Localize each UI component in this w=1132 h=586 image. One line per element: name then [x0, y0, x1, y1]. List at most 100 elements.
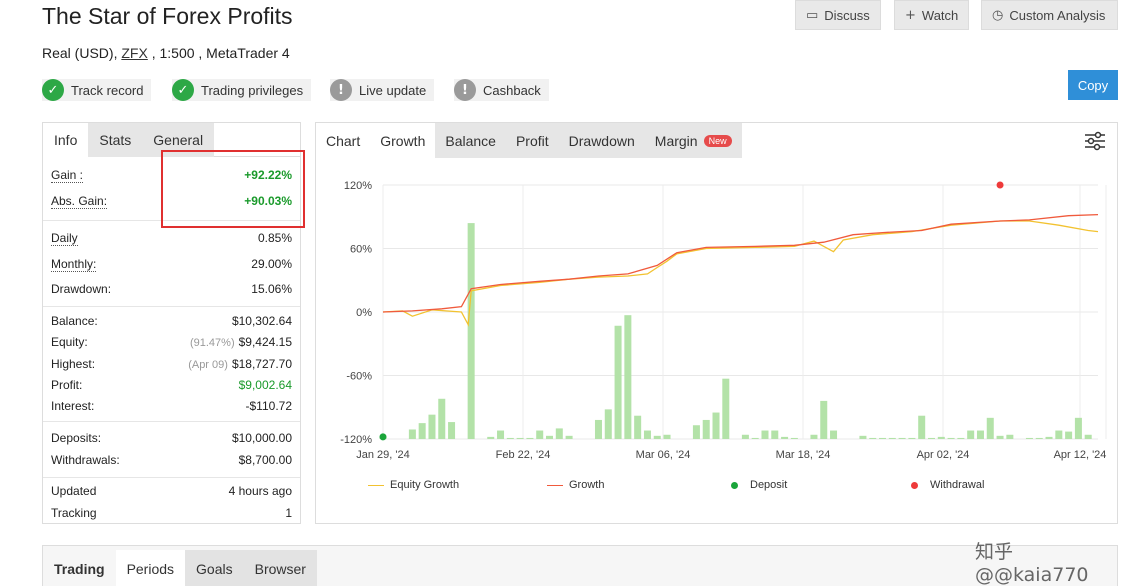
legend-label: Equity Growth — [390, 479, 460, 491]
stat-value: -$110.72 — [245, 399, 292, 413]
stat-sub: (91.47%) — [189, 337, 235, 349]
stat-drawdown: Drawdown: 15.06% — [51, 279, 292, 299]
tab-chart[interactable]: Chart — [316, 123, 371, 158]
divider — [43, 306, 300, 307]
legend-deposit[interactable]: Deposit — [731, 478, 787, 492]
custom-analysis-label: Custom Analysis — [1009, 7, 1106, 23]
legend-swatch — [911, 481, 918, 489]
copy-button[interactable]: Copy — [1068, 70, 1118, 100]
legend-swatch — [547, 484, 563, 486]
tab-goals[interactable]: Goals — [185, 550, 244, 586]
badge-label: Trading privileges — [201, 82, 304, 98]
stat-value: $10,000.00 — [231, 431, 292, 445]
stat-sub: (Apr 09) — [188, 359, 228, 371]
new-badge: New — [703, 134, 732, 147]
stat-daily: Daily 0.85% — [51, 228, 292, 248]
tab-growth[interactable]: Growth — [370, 123, 436, 158]
clock-icon: ◷ — [992, 7, 1004, 23]
watch-button[interactable]: + Watch — [894, 0, 970, 30]
legend-growth[interactable]: Growth — [547, 478, 604, 492]
discuss-label: Discuss — [824, 7, 870, 23]
watch-label: Watch — [921, 7, 959, 23]
stat-profit: Profit: $9,002.64 — [51, 375, 292, 395]
stat-label: Interest: — [51, 399, 95, 413]
tab-margin[interactable]: Margin New — [644, 123, 742, 158]
tab-balance[interactable]: Balance — [435, 123, 506, 158]
stat-interest: Interest: -$110.72 — [51, 396, 292, 416]
highlight-annotation — [161, 150, 305, 228]
stat-label: Profit: — [51, 378, 83, 392]
stat-value: 0.85% — [257, 231, 292, 245]
stat-label: Updated — [51, 484, 97, 498]
chart-tabs: Chart Growth Balance Profit Drawdown Mar… — [316, 123, 742, 158]
tab-trading[interactable]: Trading — [54, 560, 105, 577]
watermark: 知乎 @@kaia770 — [975, 541, 1089, 586]
legend-label: Deposit — [750, 479, 788, 491]
divider — [43, 477, 300, 478]
stat-monthly: Monthly: 29.00% — [51, 254, 292, 274]
stat-balance: Balance: $10,302.64 — [51, 311, 292, 331]
tab-info[interactable]: Info — [43, 123, 89, 157]
badge-live-update[interactable]: ! Live update — [330, 79, 435, 101]
tab-drawdown[interactable]: Drawdown — [558, 123, 645, 158]
stat-deposits: Deposits: $10,000.00 — [51, 428, 292, 448]
exclamation-icon: ! — [330, 79, 352, 101]
tab-browser[interactable]: Browser — [243, 550, 317, 586]
stat-value: +90.03% — [244, 194, 292, 208]
legend-swatch — [731, 481, 738, 489]
stat-value: 29.00% — [251, 257, 292, 271]
bottom-tabs: Trading Periods Goals Browser — [43, 550, 317, 586]
legend-swatch — [368, 484, 384, 486]
custom-analysis-button[interactable]: ◷ Custom Analysis — [981, 0, 1118, 30]
account-type: Real (USD), — [42, 45, 118, 61]
stat-value: 4 hours ago — [228, 484, 292, 498]
stat-value: 15.06% — [251, 282, 292, 296]
badge-label: Live update — [359, 82, 427, 98]
stat-tracking: Tracking 1 — [51, 503, 292, 523]
leverage-platform: , 1:500 , MetaTrader 4 — [151, 45, 290, 61]
stat-label: Balance: — [51, 314, 98, 328]
stat-value: $9,002.64 — [238, 378, 292, 392]
stat-value: 1 — [285, 506, 292, 520]
stat-value: $8,700.00 — [238, 453, 292, 467]
divider — [43, 220, 300, 221]
stat-highest: Highest: (Apr 09) $18,727.70 — [51, 354, 292, 374]
stats-panel: Info Stats General Gain : +92.22% Abs. G… — [42, 122, 301, 524]
bottom-panel: Trading Periods Goals Browser — [42, 545, 1118, 586]
stat-equity: Equity: (91.47%) $9,424.15 — [51, 332, 292, 352]
settings-sliders-icon[interactable] — [1084, 131, 1106, 151]
badge-cashback[interactable]: ! Cashback — [454, 79, 549, 101]
badge-trading-privileges[interactable]: ✓ Trading privileges — [172, 79, 312, 101]
legend-withdrawal[interactable]: Withdrawal — [911, 478, 984, 492]
stat-label: Tracking — [51, 506, 97, 520]
page-title: The Star of Forex Profits — [42, 3, 293, 29]
badge-label: Track record — [71, 82, 144, 98]
legend-label: Withdrawal — [930, 479, 985, 491]
tab-periods[interactable]: Periods — [115, 550, 186, 586]
tab-profit[interactable]: Profit — [505, 123, 559, 158]
badge-track-record[interactable]: ✓ Track record — [42, 79, 152, 101]
stat-label: Deposits: — [51, 431, 102, 445]
stat-label: Abs. Gain: — [51, 193, 108, 209]
stat-label: Drawdown: — [51, 282, 112, 296]
legend-label: Growth — [569, 479, 605, 491]
divider — [43, 421, 300, 422]
broker-link[interactable]: ZFX — [121, 45, 148, 61]
exclamation-icon: ! — [454, 79, 476, 101]
plus-icon: + — [905, 7, 916, 23]
stat-value: $9,424.15 — [238, 335, 292, 349]
stat-updated: Updated 4 hours ago — [51, 481, 292, 501]
check-icon: ✓ — [42, 79, 64, 101]
stat-label: Equity: — [51, 335, 88, 349]
stat-abs-gain: Abs. Gain: +90.03% — [51, 191, 292, 211]
stat-gain: Gain : +92.22% — [51, 165, 292, 185]
stat-label: Monthly: — [51, 256, 97, 272]
tab-stats[interactable]: Stats — [88, 123, 143, 157]
stat-value: $10,302.64 — [231, 314, 292, 328]
discuss-button[interactable]: ▭ Discuss — [795, 0, 881, 30]
chart-panel: Chart Growth Balance Profit Drawdown Mar… — [315, 122, 1118, 524]
legend-equity-growth[interactable]: Equity Growth — [368, 478, 459, 492]
account-subtitle: Real (USD), ZFX , 1:500 , MetaTrader 4 — [42, 45, 290, 61]
stat-withdrawals: Withdrawals: $8,700.00 — [51, 450, 292, 470]
stat-label: Gain : — [51, 167, 84, 183]
